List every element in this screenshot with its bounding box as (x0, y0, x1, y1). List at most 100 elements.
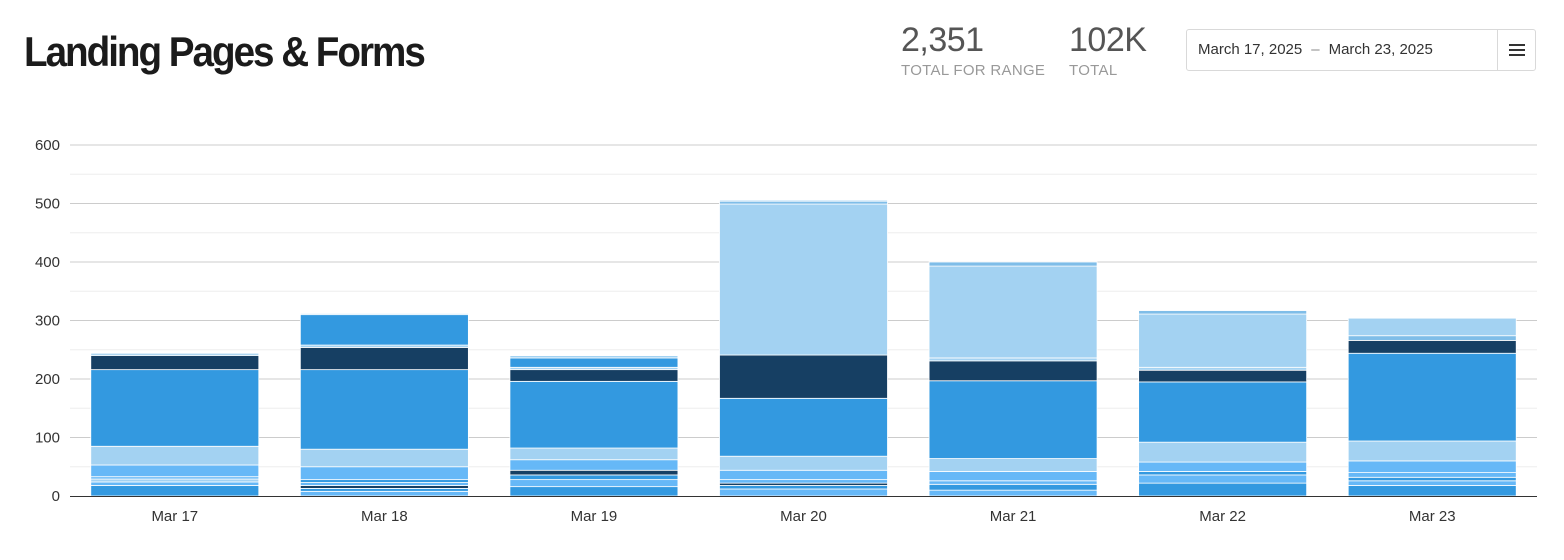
bar-segment[interactable] (90, 464, 260, 478)
date-end: March 23, 2025 (1328, 41, 1433, 58)
bar-segment[interactable] (928, 489, 1098, 497)
bar-segment[interactable] (719, 397, 888, 457)
bar-segment[interactable] (509, 357, 679, 368)
total-for-range-label: TOTAL FOR RANGE (901, 62, 1046, 79)
bar-segment[interactable] (1138, 461, 1308, 472)
hamburger-menu-icon[interactable] (1497, 30, 1535, 70)
bar-segment[interactable] (299, 479, 469, 483)
bar-segment[interactable] (719, 469, 888, 481)
bar-segment[interactable] (928, 458, 1098, 472)
bar-segment[interactable] (299, 487, 469, 492)
bar-stack[interactable] (509, 355, 679, 497)
bar-segment[interactable] (1347, 335, 1517, 341)
bar-segment[interactable] (1347, 352, 1517, 442)
bar-segment[interactable] (90, 355, 260, 371)
x-tick-label: Mar 20 (780, 508, 827, 525)
bar-stack[interactable] (90, 352, 260, 497)
bar-segment[interactable] (928, 471, 1098, 482)
bar-segment[interactable] (299, 466, 469, 481)
bar-segment[interactable] (299, 314, 469, 346)
x-tick-label: Mar 18 (361, 508, 408, 525)
bar-segment[interactable] (1347, 472, 1517, 478)
bar-segment[interactable] (1138, 381, 1308, 443)
bar-segment[interactable] (90, 478, 260, 483)
date-separator: – (1311, 41, 1320, 58)
bar-segment[interactable] (509, 479, 679, 488)
x-tick-label: Mar 17 (151, 508, 198, 525)
y-tick-label: 400 (35, 254, 60, 271)
bar-segment[interactable] (1138, 482, 1308, 497)
bar-segment[interactable] (90, 352, 260, 355)
bar-segment[interactable] (719, 488, 888, 497)
bar-segment[interactable] (928, 380, 1098, 459)
bar-segment[interactable] (509, 380, 679, 449)
total-for-range-stat: 2,351 TOTAL FOR RANGE (901, 20, 1045, 79)
bar-segment[interactable] (299, 313, 469, 316)
bar-segment[interactable] (509, 355, 679, 359)
bar-segment[interactable] (509, 447, 679, 461)
bar-segment[interactable] (1138, 471, 1308, 476)
bar-segment[interactable] (1138, 366, 1308, 371)
y-tick-label: 100 (35, 430, 60, 447)
bar-segment[interactable] (1347, 460, 1517, 473)
page-title: Landing Pages & Forms (24, 28, 426, 75)
x-tick-label: Mar 21 (990, 508, 1037, 525)
bar-segment[interactable] (928, 357, 1098, 362)
bar-segment[interactable] (299, 485, 469, 489)
y-tick-label: 0 (52, 488, 60, 505)
bar-segment[interactable] (90, 481, 260, 486)
date-start: March 17, 2025 (1198, 41, 1303, 58)
bar-segment[interactable] (1347, 480, 1517, 486)
bar-segment[interactable] (928, 483, 1098, 491)
y-tick-label: 200 (35, 371, 60, 388)
bar-segment[interactable] (719, 200, 888, 205)
bar-segment[interactable] (509, 474, 679, 481)
bar-segment[interactable] (928, 480, 1098, 485)
total-for-range-value: 2,351 (901, 21, 984, 59)
bar-segment[interactable] (719, 354, 888, 399)
bar-segment[interactable] (1138, 369, 1308, 383)
bar-segment[interactable] (928, 261, 1098, 267)
bar-stack[interactable] (1138, 310, 1308, 497)
bar-segment[interactable] (719, 455, 888, 471)
bar-segment[interactable] (1347, 440, 1517, 462)
bar-segment[interactable] (1138, 310, 1308, 315)
bar-segment[interactable] (90, 369, 260, 447)
date-range-display[interactable]: March 17, 2025– March 23, 2025 (1187, 30, 1499, 70)
bar-segment[interactable] (90, 445, 260, 466)
x-tick-label: Mar 23 (1409, 508, 1456, 525)
bar-segment[interactable] (719, 199, 888, 202)
bar-segment[interactable] (719, 203, 888, 356)
bar-segment[interactable] (90, 485, 260, 497)
bar-stack[interactable] (928, 261, 1098, 497)
bar-segment[interactable] (299, 490, 469, 497)
bar-stack[interactable] (719, 199, 888, 497)
bar-stack[interactable] (1347, 317, 1517, 497)
bar-segment[interactable] (509, 486, 679, 497)
bar-segment[interactable] (1138, 313, 1308, 368)
bar-segment[interactable] (928, 360, 1098, 382)
y-tick-label: 300 (35, 313, 60, 330)
bar-segment[interactable] (299, 347, 469, 371)
total-label: TOTAL (1069, 62, 1118, 79)
bar-segment[interactable] (719, 479, 888, 484)
bar-segment[interactable] (1138, 441, 1308, 463)
bar-segment[interactable] (1138, 474, 1308, 484)
bar-segment[interactable] (1347, 317, 1517, 337)
bar-segment[interactable] (299, 482, 469, 486)
bar-stack[interactable] (299, 313, 469, 497)
bar-segment[interactable] (928, 265, 1098, 359)
bar-segment[interactable] (719, 485, 888, 490)
total-stat: 102K TOTAL (1069, 20, 1147, 79)
bar-segment[interactable] (509, 469, 679, 476)
bar-segment[interactable] (1347, 476, 1517, 482)
bar-segment[interactable] (509, 369, 679, 382)
date-range-picker[interactable]: March 17, 2025– March 23, 2025 (1186, 29, 1536, 71)
y-tick-label: 600 (35, 137, 60, 154)
bar-segment[interactable] (299, 448, 469, 468)
bar-segment[interactable] (1347, 339, 1517, 354)
bar-segment[interactable] (299, 369, 469, 450)
bar-segment[interactable] (509, 459, 679, 471)
bar-segment[interactable] (1347, 485, 1517, 497)
x-tick-label: Mar 22 (1199, 508, 1246, 525)
